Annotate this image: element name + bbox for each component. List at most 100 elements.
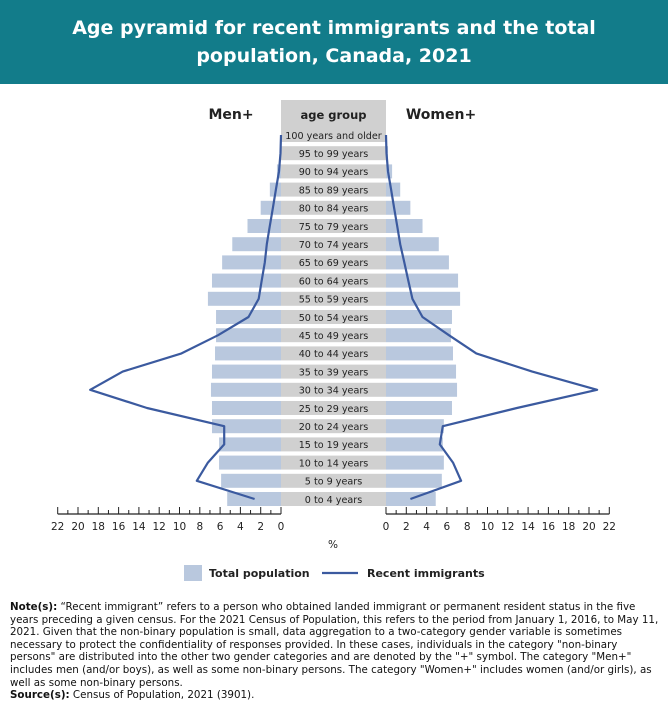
men-tick-label: 14: [132, 521, 146, 533]
population-pyramid-chart: Men+ Women+ age group 100 years and older 95…: [51, 100, 616, 581]
men-tick-label: 4: [237, 521, 244, 533]
age-label-background: [281, 382, 386, 397]
women-total-bar: [386, 328, 451, 343]
age-group-label: 50 to 54 years: [299, 313, 369, 324]
age-group-label: 60 to 64 years: [299, 276, 369, 287]
age-label-background: [281, 164, 386, 179]
chart-title: Age pyramid for recent immigrants and th…: [72, 17, 596, 67]
women-total-bar: [386, 437, 443, 452]
chart-title-banner: Age pyramid for recent immigrants and th…: [0, 0, 668, 84]
age-label-background: [281, 182, 386, 197]
age-label-background: [281, 328, 386, 343]
women-total-bar: [386, 219, 423, 233]
age-label-background: [281, 492, 386, 506]
women-tick-label: 14: [521, 521, 535, 533]
age-label-background: [281, 419, 386, 434]
women-tick-label: 4: [423, 521, 430, 533]
age-label-background: [281, 455, 386, 470]
age-group-label: 40 to 44 years: [299, 349, 369, 360]
age-label-background: [281, 473, 386, 488]
women-total-bar: [386, 237, 439, 252]
men-recent-immigrants-line: [89, 134, 283, 501]
age-group-label: 0 to 4 years: [305, 495, 362, 506]
men-total-bar: [211, 401, 281, 415]
note-label: Note(s):: [10, 601, 58, 613]
women-tick-label: 10: [481, 521, 494, 533]
men-total-bar: [216, 328, 281, 343]
age-label-background: [281, 255, 386, 270]
age-label-background: [281, 437, 386, 452]
men-tick-label: 8: [196, 521, 203, 533]
age-label-background: [281, 364, 386, 379]
age-label-background: [281, 346, 386, 361]
women-tick-label: 2: [403, 521, 410, 533]
women-tick-label: 18: [562, 521, 575, 533]
women-tick-label: 0: [383, 521, 390, 533]
women-label: Women+: [406, 107, 476, 123]
women-tick-label: 12: [501, 521, 514, 533]
note-text: “Recent immigrant” refers to a person wh…: [10, 601, 659, 689]
women-total-bar: [386, 473, 442, 488]
women-total-bar: [386, 401, 452, 415]
x-axis-label: %: [328, 539, 338, 551]
men-total-bar: [247, 219, 281, 233]
women-total-bar: [386, 273, 459, 288]
women-tick-label: 8: [464, 521, 471, 533]
men-tick-label: 18: [92, 521, 105, 533]
age-label-background: [281, 237, 386, 252]
men-total-bar: [207, 291, 281, 306]
age-label-background: [281, 310, 386, 324]
age-group-label: 20 to 24 years: [299, 422, 369, 433]
legend-total-population-swatch: [184, 565, 202, 581]
women-total-bar: [386, 382, 458, 397]
age-label-background: [281, 401, 386, 415]
men-tick-label: 10: [173, 521, 186, 533]
age-group-label: 5 to 9 years: [305, 477, 362, 488]
women-total-bar: [386, 255, 449, 270]
age-label-background: [281, 128, 386, 142]
source-text: Census of Population, 2021 (3901).: [69, 689, 255, 702]
center-header-background: [281, 100, 386, 128]
men-total-bar: [219, 437, 281, 452]
age-group-label: 45 to 49 years: [299, 331, 369, 342]
men-tick-label: 6: [217, 521, 224, 533]
age-group-label: 30 to 34 years: [299, 386, 369, 397]
women-total-bar: [386, 419, 444, 434]
age-label-background: [281, 200, 386, 215]
age-group-label: 25 to 29 years: [299, 404, 369, 415]
center-header-label: age group: [300, 108, 366, 122]
men-tick-label: 22: [51, 521, 64, 533]
legend-total-population-label: Total population: [209, 567, 310, 580]
source-paragraph: Source(s): Census of Population, 2021 (3…: [10, 689, 660, 702]
age-group-label: 35 to 39 years: [299, 367, 369, 378]
women-tick-label: 22: [603, 521, 616, 533]
men-total-bar: [211, 419, 281, 434]
age-group-label: 90 to 94 years: [299, 167, 369, 178]
age-group-label: 70 to 74 years: [299, 240, 369, 251]
source-label: Source(s):: [10, 689, 70, 702]
age-group-label: 65 to 69 years: [299, 258, 369, 269]
men-total-bar: [232, 237, 281, 252]
men-total-bar: [211, 273, 281, 288]
age-group-label: 75 to 79 years: [299, 222, 369, 233]
age-label-background: [281, 219, 386, 233]
age-label-background: [281, 146, 386, 161]
men-total-bar: [221, 473, 281, 488]
women-total-bar: [386, 364, 457, 379]
women-tick-label: 6: [444, 521, 451, 533]
women-total-bar: [386, 310, 452, 324]
women-total-bar: [386, 346, 453, 361]
women-total-bar: [386, 182, 401, 197]
note-paragraph: Note(s): “Recent immigrant” refers to a …: [10, 601, 660, 689]
men-total-bar: [222, 255, 281, 270]
women-total-bar: [386, 455, 444, 470]
age-group-label: 85 to 89 years: [299, 185, 369, 196]
age-label-background: [281, 291, 386, 306]
women-tick-label: 16: [542, 521, 556, 533]
age-group-label: 100 years and older: [285, 131, 381, 142]
men-tick-label: 20: [71, 521, 84, 533]
women-tick-label: 20: [582, 521, 595, 533]
men-total-bar: [210, 382, 281, 397]
men-total-bar: [219, 455, 281, 470]
men-label: Men+: [208, 107, 253, 123]
